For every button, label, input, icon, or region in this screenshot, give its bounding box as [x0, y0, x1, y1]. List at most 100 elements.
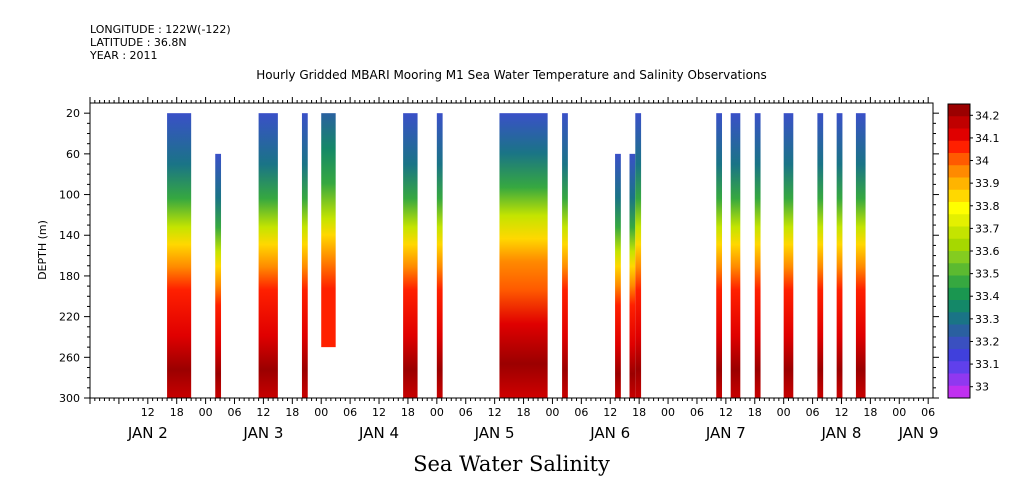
x-tick-label: 00 [661, 406, 675, 419]
colorbar-swatch [948, 104, 970, 117]
y-tick-label: 220 [59, 311, 80, 324]
colorbar-label: 33.9 [975, 177, 1000, 190]
colorbar-label: 33.1 [975, 358, 1000, 371]
colorbar-label: 33.5 [975, 268, 1000, 281]
x-day-label: JAN 8 [820, 424, 861, 442]
plot-frame [89, 102, 934, 399]
data-column-8 [499, 113, 548, 398]
colorbar-swatch [948, 361, 970, 374]
x-tick-label: 12 [141, 406, 155, 419]
y-tick-label: 140 [59, 229, 80, 242]
x-tick-label: 18 [863, 406, 877, 419]
x-tick-label: 06 [343, 406, 357, 419]
x-tick-label: 06 [921, 406, 935, 419]
colorbar-label: 33 [975, 381, 989, 394]
x-day-label: JAN 5 [474, 424, 515, 442]
x-tick-label: 12 [834, 406, 848, 419]
colorbar-swatch [948, 165, 970, 178]
y-tick-label: 260 [59, 351, 80, 364]
y-tick-label: 60 [66, 148, 80, 161]
colorbar-label: 34.2 [975, 109, 1000, 122]
colorbar-label: 33.7 [975, 222, 1000, 235]
x-tick-label: 00 [430, 406, 444, 419]
y-tick-label: 180 [59, 270, 80, 283]
x-tick-label: 00 [545, 406, 559, 419]
colorbar-swatch [948, 128, 970, 142]
colorbar-label: 33.8 [975, 200, 1000, 213]
data-column-7 [436, 113, 443, 398]
data-column-14 [730, 113, 741, 398]
data-column-15 [754, 113, 761, 398]
chart-title: Hourly Gridded MBARI Mooring M1 Sea Wate… [256, 68, 767, 82]
colorbar-swatch [948, 263, 970, 276]
x-day-label: JAN 4 [358, 424, 399, 442]
data-column-11 [629, 153, 636, 398]
data-column-17 [817, 113, 824, 398]
x-tick-label: 06 [459, 406, 473, 419]
colorbar-label: 33.4 [975, 290, 1000, 303]
data-column-9 [562, 113, 568, 398]
x-tick-label: 18 [632, 406, 646, 419]
colorbar-swatch [948, 202, 970, 215]
x-tick-label: 00 [777, 406, 791, 419]
colorbar-swatch [948, 116, 970, 129]
colorbar-swatch [948, 300, 970, 313]
colorbar-swatch [948, 214, 970, 227]
colorbar-swatch [948, 238, 970, 252]
colorbar-swatch [948, 324, 970, 338]
x-day-label: JAN 9 [898, 424, 939, 442]
x-tick-label: 12 [372, 406, 386, 419]
x-tick-label: 18 [285, 406, 299, 419]
colorbar-swatch [948, 251, 970, 264]
x-tick-label: 00 [892, 406, 906, 419]
x-day-label: JAN 3 [242, 424, 283, 442]
x-tick-label: 12 [719, 406, 733, 419]
colorbar-swatch [948, 153, 970, 166]
data-column-2 [215, 153, 222, 398]
colorbar-label: 33.3 [975, 313, 1000, 326]
colorbar-label: 33.2 [975, 335, 1000, 348]
y-tick-label: 100 [59, 189, 80, 202]
x-tick-label: 00 [199, 406, 213, 419]
colorbar-label: 34.1 [975, 132, 1000, 145]
x-tick-label: 00 [314, 406, 328, 419]
x-tick-label: 06 [228, 406, 242, 419]
x-day-label: JAN 6 [589, 424, 630, 442]
data-column-4 [301, 113, 308, 398]
colorbar-label: 33.6 [975, 245, 1000, 258]
colorbar-swatch [948, 226, 970, 240]
chart-subtitle: Sea Water Salinity [413, 452, 610, 476]
year-label: YEAR : 2011 [90, 49, 158, 62]
data-column-16 [783, 113, 794, 398]
data-column-3 [258, 113, 278, 398]
colorbar-swatch [948, 349, 970, 362]
x-tick-label: 06 [574, 406, 588, 419]
data-column-10 [615, 153, 621, 398]
colorbar-swatch [948, 177, 970, 191]
y-tick-label: 300 [59, 392, 80, 405]
x-tick-label: 18 [517, 406, 531, 419]
data-column-18 [836, 113, 843, 398]
colorbar-swatch [948, 287, 970, 301]
x-tick-label: 12 [488, 406, 502, 419]
colorbar-swatch [948, 336, 970, 350]
x-tick-label: 06 [690, 406, 704, 419]
x-day-label: JAN 7 [705, 424, 746, 442]
data-column-19 [855, 113, 866, 398]
x-tick-label: 18 [170, 406, 184, 419]
latitude-label: LATITUDE : 36.8N [90, 36, 187, 49]
data-column-5 [321, 113, 336, 348]
data-column-6 [403, 113, 418, 398]
x-tick-label: 18 [748, 406, 762, 419]
y-axis-label: DEPTH (m) [36, 220, 49, 280]
colorbar: 34.2 34.1 34 33.9 33.8 33.7 33.6 33.5 33.4 33.3 33… [947, 103, 1000, 399]
colorbar-swatch [948, 189, 970, 203]
colorbar-swatch [948, 312, 970, 325]
data-column-13 [716, 113, 723, 398]
x-tick-label: 06 [806, 406, 820, 419]
data-column-12 [635, 113, 642, 398]
heatmap-columns [167, 113, 866, 398]
colorbar-swatch [948, 275, 970, 289]
x-tick-label: 18 [401, 406, 415, 419]
